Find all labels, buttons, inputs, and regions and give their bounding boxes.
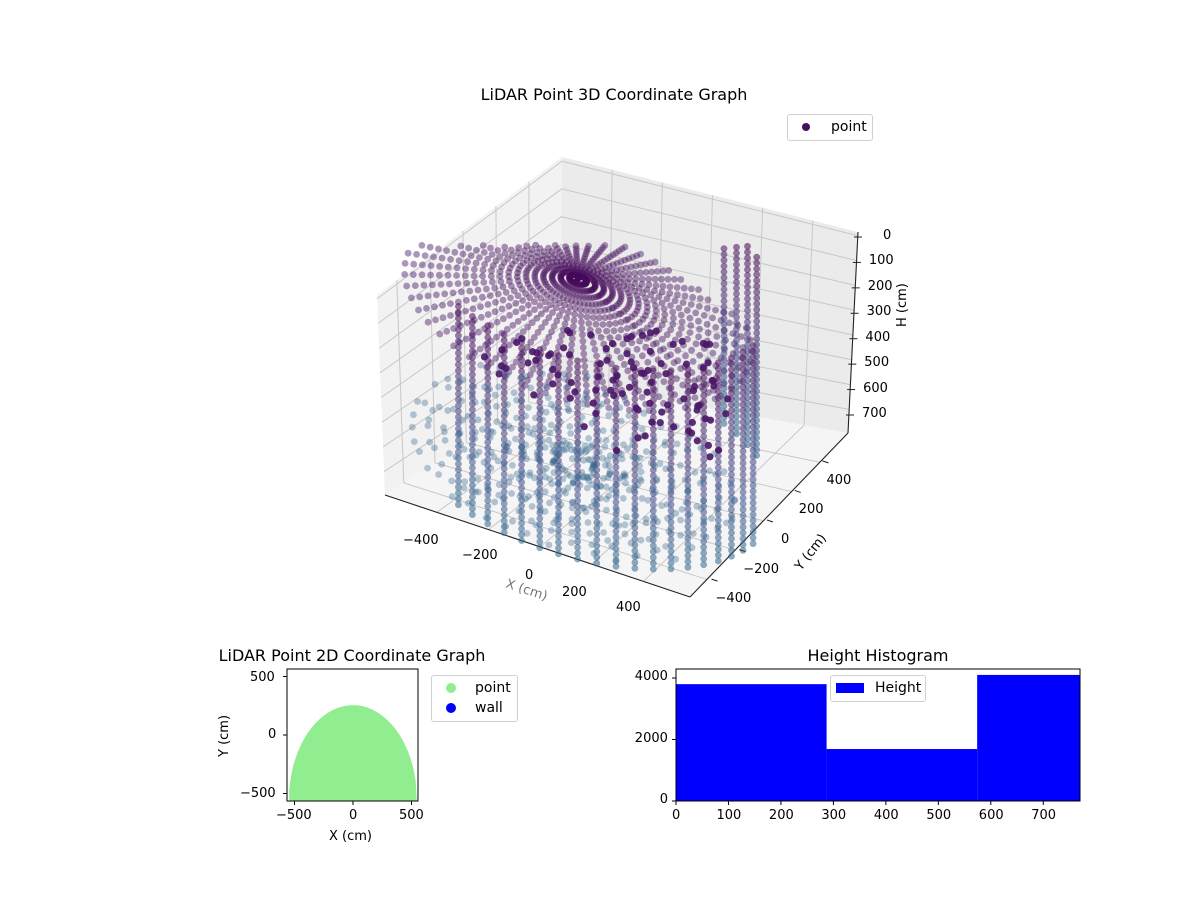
chart-2d-legend: point wall	[431, 675, 518, 722]
hist-x-tick-700: 700	[1031, 808, 1056, 823]
hist-x-tick-500: 500	[926, 808, 951, 823]
chart-2d-title: LiDAR Point 2D Coordinate Graph	[219, 646, 486, 665]
z-tick-700: 700	[862, 406, 887, 421]
y3d-tick-2: 0	[781, 532, 789, 547]
legend-point-marker-icon	[802, 123, 810, 131]
histogram-title: Height Histogram	[808, 646, 949, 665]
legend-wall-label: wall	[475, 700, 503, 716]
figure-canvas	[0, 0, 1200, 900]
y3d-tick-1: 200	[799, 502, 824, 517]
hist-y-tick-0: 0	[660, 792, 668, 807]
hist-x-tick-600: 600	[979, 808, 1004, 823]
z-tick-300: 300	[867, 304, 892, 319]
y3d-tick-0: 400	[826, 473, 851, 488]
legend-point-marker-icon	[446, 683, 456, 693]
y2d-tick-neg500: −500	[240, 786, 276, 801]
histogram-legend: Height	[830, 675, 926, 702]
x2d-tick-0: 0	[349, 808, 357, 823]
y2d-tick-500: 500	[250, 670, 275, 685]
z-tick-100: 100	[869, 253, 894, 268]
histogram-bar	[827, 749, 978, 801]
x2d-tick-500: 500	[399, 808, 424, 823]
legend-point-label: point	[831, 119, 867, 135]
hist-x-tick-300: 300	[821, 808, 846, 823]
hist-x-tick-200: 200	[769, 808, 794, 823]
hist-x-tick-400: 400	[874, 808, 899, 823]
y2d-axis-label: Y (cm)	[217, 715, 232, 757]
legend-point-label: point	[475, 680, 511, 696]
legend-height-swatch-icon	[836, 683, 864, 693]
z-tick-0: 0	[883, 228, 891, 243]
hist-y-tick-4000: 4000	[635, 669, 668, 684]
hist-y-tick-2000: 2000	[635, 731, 668, 746]
chart-3d-title: LiDAR Point 3D Coordinate Graph	[481, 85, 748, 104]
z-tick-500: 500	[864, 355, 889, 370]
z-axis-label: H (cm)	[895, 283, 910, 327]
hist-x-tick-100: 100	[716, 808, 741, 823]
x3d-tick-3: 200	[562, 585, 587, 600]
hist-x-tick-0: 0	[672, 808, 680, 823]
y2d-tick-0: 0	[268, 727, 276, 742]
z-tick-600: 600	[863, 381, 888, 396]
z-tick-200: 200	[868, 279, 893, 294]
chart-3d-legend: point	[787, 114, 873, 141]
histogram-bar	[977, 675, 1080, 801]
x3d-tick-4: 400	[616, 600, 641, 615]
z-tick-400: 400	[865, 330, 890, 345]
x2d-tick-neg500: −500	[276, 808, 312, 823]
chart-2d-plot	[283, 669, 418, 805]
histogram-bar	[676, 684, 827, 801]
x3d-tick-0: −400	[403, 533, 439, 548]
legend-wall-marker-icon	[446, 703, 456, 713]
y3d-tick-3: −200	[743, 562, 779, 577]
x3d-tick-1: −200	[462, 548, 498, 563]
legend-height-label: Height	[875, 680, 921, 696]
x3d-tick-2: 0	[525, 568, 533, 583]
y3d-tick-4: −400	[716, 591, 752, 606]
x2d-axis-label: X (cm)	[329, 829, 372, 844]
